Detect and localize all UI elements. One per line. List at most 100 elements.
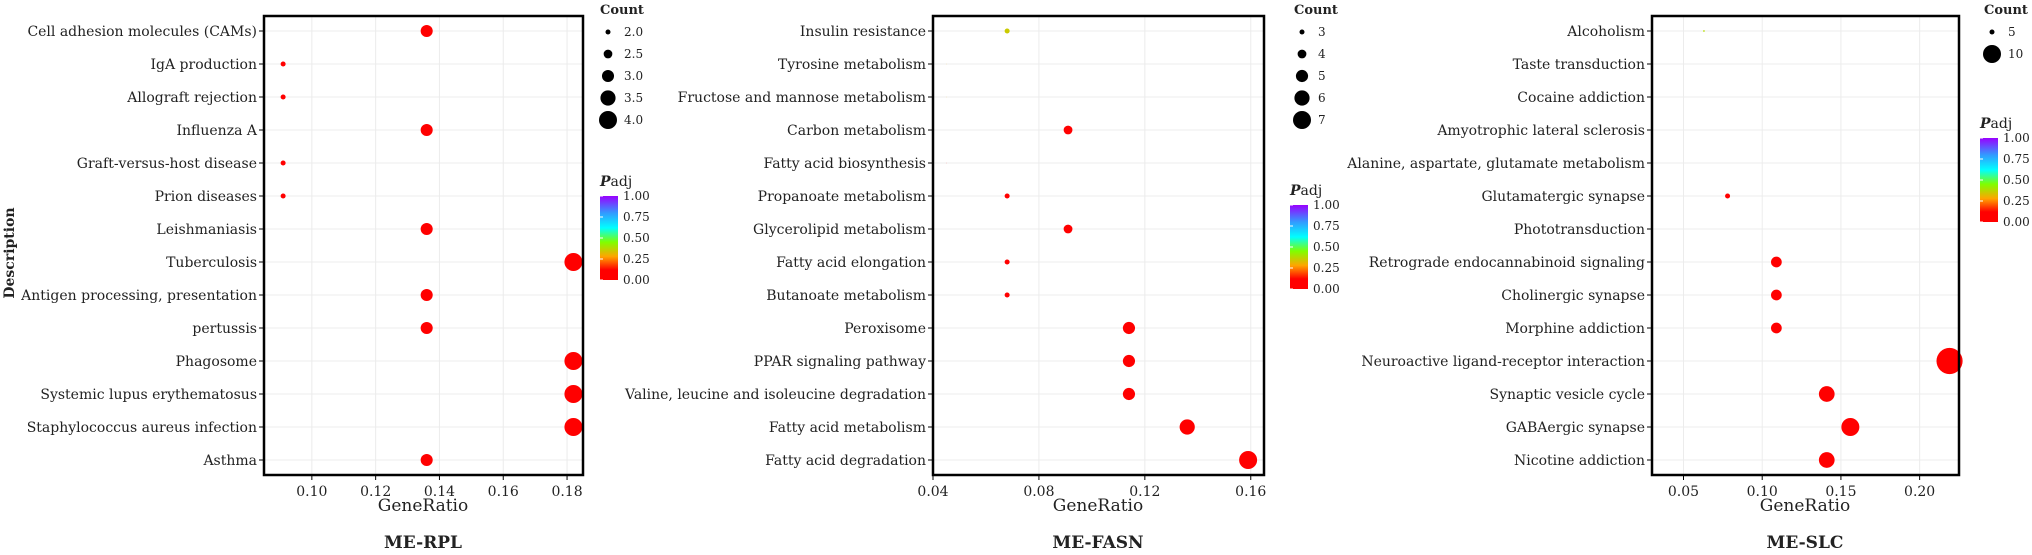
data-point — [1703, 30, 1705, 32]
data-point — [1725, 194, 1730, 199]
data-point — [564, 418, 582, 436]
panel-me-rpl: Cell adhesion molecules (CAMs)IgA produc… — [2, 3, 650, 551]
category-label: Fatty acid degradation — [765, 453, 926, 469]
x-tick-label: 0.16 — [488, 484, 519, 500]
category-label: Fatty acid biosynthesis — [763, 156, 926, 172]
count-legend-dot — [1296, 70, 1308, 82]
category-label: Phototransduction — [1514, 222, 1645, 238]
data-point — [281, 194, 286, 199]
count-legend-title: Count — [1294, 3, 1338, 18]
padj-legend-label: 0.25 — [2003, 194, 2030, 208]
data-point — [1771, 323, 1782, 334]
data-point — [564, 352, 582, 370]
data-point — [1819, 386, 1835, 402]
count-legend-dot — [600, 90, 615, 105]
data-point — [1771, 257, 1782, 268]
category-label: Peroxisome — [844, 321, 926, 337]
category-label: Valine, leucine and isoleucine degradati… — [624, 387, 926, 403]
padj-legend-label: 0.75 — [1313, 219, 1340, 233]
data-point — [1123, 355, 1135, 367]
padj-legend-title: Padj — [599, 174, 632, 190]
padj-legend-label: 0.50 — [1313, 240, 1340, 254]
count-legend-dot — [1300, 30, 1305, 35]
count-legend-label: 5 — [1318, 69, 1326, 83]
panel-title: ME-RPL — [384, 533, 462, 551]
plot-frame — [1652, 16, 1959, 475]
x-tick-label: 0.20 — [1904, 484, 1935, 500]
x-tick-label: 0.04 — [917, 484, 948, 500]
count-legend-dot — [1298, 50, 1307, 59]
panel-title: ME-FASN — [1052, 533, 1143, 551]
category-label: IgA production — [150, 57, 257, 73]
data-point — [1064, 126, 1073, 135]
category-label: Staphylococcus aureus infection — [27, 420, 257, 436]
category-label: Systemic lupus erythematosus — [40, 387, 257, 403]
category-label: Butanoate metabolism — [766, 288, 926, 304]
padj-legend-label: 1.00 — [2003, 131, 2030, 145]
category-label: pertussis — [192, 321, 257, 337]
category-label: Nicotine addiction — [1514, 453, 1645, 469]
category-label: Antigen processing, presentation — [20, 288, 257, 304]
x-tick-label: 0.10 — [296, 484, 327, 500]
category-label: Neuroactive ligand-receptor interaction — [1361, 354, 1645, 370]
category-label: Allograft rejection — [126, 90, 257, 106]
category-labels: Insulin resistance Tyrosine metabolism Fru… — [624, 24, 933, 469]
category-label: Graft-versus-host disease — [77, 156, 257, 172]
data-point — [281, 62, 286, 67]
data-point — [1005, 29, 1010, 34]
category-label: Retrograde endocannabinoid signaling — [1369, 255, 1645, 271]
count-legend-label: 4 — [1318, 47, 1326, 61]
data-point — [1841, 418, 1859, 436]
count-legend-label: 5 — [2008, 25, 2016, 39]
category-label: Fructose and mannose metabolism — [678, 90, 926, 106]
category-label: Amyotrophic lateral sclerosis — [1436, 123, 1645, 139]
data-point — [1123, 322, 1135, 334]
padj-legend-label: 0.00 — [2003, 215, 2030, 229]
category-label: Fatty acid elongation — [776, 255, 926, 271]
data-point — [564, 253, 582, 271]
data-point — [421, 25, 433, 37]
padj-legend-label: 1.00 — [1313, 198, 1340, 212]
count-legend-label: 3.5 — [624, 91, 643, 105]
category-label: Taste transduction — [1513, 57, 1645, 73]
category-label: Synaptic vesicle cycle — [1490, 387, 1645, 403]
padj-legend-label: 0.00 — [623, 273, 650, 287]
data-point — [281, 161, 286, 166]
x-tick-label: 0.16 — [1235, 484, 1266, 500]
y-axis-title: Description — [2, 207, 18, 298]
category-label: Leishmaniasis — [156, 222, 257, 238]
category-label: Carbon metabolism — [787, 123, 926, 139]
data-point — [1239, 451, 1257, 469]
grid-lines — [264, 16, 583, 475]
data-point — [1180, 419, 1195, 434]
data-point — [1005, 293, 1010, 298]
data-points — [1703, 30, 1963, 468]
padj-legend-label: 1.00 — [623, 189, 650, 203]
category-label: Influenza A — [177, 123, 258, 139]
category-label: Insulin resistance — [800, 24, 926, 40]
padj-legend-label: 0.75 — [623, 210, 650, 224]
category-label: Fatty acid metabolism — [769, 420, 926, 436]
category-label: GABAergic synapse — [1506, 420, 1645, 436]
data-point — [564, 385, 582, 403]
x-axis-title: GeneRatio — [1760, 496, 1850, 516]
data-point — [1064, 225, 1073, 234]
count-legend-dot — [1294, 90, 1309, 105]
category-label: Propanoate metabolism — [758, 189, 926, 205]
grid-lines — [933, 16, 1264, 475]
count-legend-dot — [602, 70, 614, 82]
category-label: Tyrosine metabolism — [778, 57, 926, 73]
count-legend-dot — [1293, 111, 1311, 129]
data-point — [421, 322, 433, 334]
x-axis-title: GeneRatio — [1053, 496, 1143, 516]
count-legend-dot — [1983, 45, 2001, 63]
padj-legend-title: Padj — [1289, 183, 1322, 199]
data-point — [1819, 452, 1835, 468]
